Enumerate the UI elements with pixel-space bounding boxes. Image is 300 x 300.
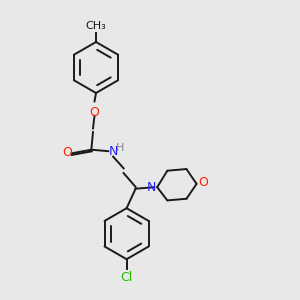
Text: O: O bbox=[63, 146, 73, 159]
Text: O: O bbox=[90, 106, 99, 118]
Text: N: N bbox=[108, 145, 118, 158]
Text: H: H bbox=[116, 142, 124, 153]
Text: CH₃: CH₃ bbox=[85, 21, 106, 31]
Text: O: O bbox=[198, 176, 208, 189]
Text: Cl: Cl bbox=[121, 271, 133, 284]
Text: N: N bbox=[147, 181, 156, 194]
